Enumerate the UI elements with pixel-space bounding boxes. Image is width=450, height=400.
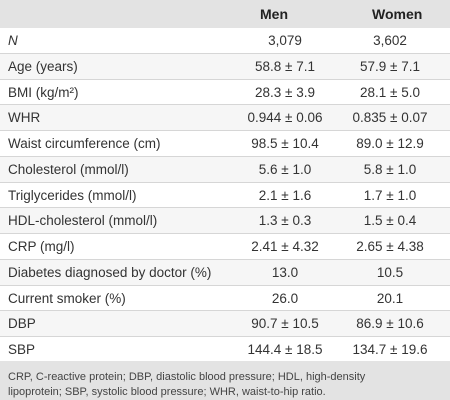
men-value: 0.944 ± 0.06	[247, 110, 323, 126]
men-value: 28.3 ± 3.9	[255, 84, 315, 100]
header-women: Women	[372, 6, 423, 22]
table-row: N 3,079 3,602	[0, 28, 450, 54]
women-value: 1.7 ± 1.0	[363, 187, 417, 203]
table-row: DBP 90.7 ± 10.5 86.9 ± 10.6	[0, 311, 450, 338]
table-row: Cholesterol (mmol/l) 5.6 ± 1.0 5.8 ± 1.0	[0, 156, 450, 183]
row-label: Age (years)	[8, 58, 78, 74]
men-value: 98.5 ± 10.4	[251, 136, 319, 152]
row-label: BMI (kg/m²)	[8, 84, 79, 100]
row-label: WHR	[8, 110, 41, 126]
women-value: 0.835 ± 0.07	[352, 110, 428, 126]
row-label: Diabetes diagnosed by doctor (%)	[8, 264, 212, 280]
table-footnote: CRP, C-reactive protein; DBP, diastolic …	[0, 361, 450, 400]
row-label: CRP (mg/l)	[8, 239, 75, 255]
row-label: Waist circumference (cm)	[8, 136, 161, 152]
table-row: HDL-cholesterol (mmol/l) 1.3 ± 0.3 1.5 ±…	[0, 208, 450, 235]
men-value: 26.0	[271, 290, 299, 306]
men-value: 3,079	[268, 33, 302, 48]
women-value: 1.5 ± 0.4	[363, 213, 417, 229]
men-value: 2.41 ± 4.32	[251, 239, 319, 255]
table-row: Waist circumference (cm) 98.5 ± 10.4 89.…	[0, 131, 450, 157]
women-value: 10.5	[376, 264, 404, 280]
table-body: N 3,079 3,602 Age (years) 58.8 ± 7.1 57.…	[0, 28, 450, 363]
women-value: 5.8 ± 1.0	[363, 161, 417, 177]
women-value: 3,602	[373, 33, 407, 48]
table-row: Diabetes diagnosed by doctor (%) 13.0 10…	[0, 259, 450, 286]
row-label: DBP	[8, 316, 36, 332]
table-row: SBP 144.4 ± 18.5 134.7 ± 19.6	[0, 337, 450, 363]
women-value: 2.65 ± 4.38	[356, 239, 424, 255]
women-value: 89.0 ± 12.9	[356, 136, 424, 152]
table-row: WHR 0.944 ± 0.06 0.835 ± 0.07	[0, 105, 450, 132]
footnote-line: CRP, C-reactive protein; DBP, diastolic …	[8, 371, 366, 383]
women-value: 134.7 ± 19.6	[352, 342, 428, 358]
men-value: 5.6 ± 1.0	[258, 161, 312, 177]
row-label: SBP	[8, 342, 36, 358]
women-value: 20.1	[376, 290, 404, 306]
table-row: Age (years) 58.8 ± 7.1 57.9 ± 7.1	[0, 53, 450, 80]
women-value: 86.9 ± 10.6	[356, 316, 424, 332]
table-row: BMI (kg/m²) 28.3 ± 3.9 28.1 ± 5.0	[0, 79, 450, 106]
men-value: 13.0	[271, 264, 299, 280]
row-label: Current smoker (%)	[8, 290, 126, 306]
women-value: 28.1 ± 5.0	[360, 84, 420, 100]
men-value: 144.4 ± 18.5	[247, 342, 323, 358]
row-label: HDL-cholesterol (mmol/l)	[8, 213, 158, 229]
row-label: Cholesterol (mmol/l)	[8, 161, 129, 177]
table-row: Triglycerides (mmol/l) 2.1 ± 1.6 1.7 ± 1…	[0, 182, 450, 209]
footnote-line: lipoprotein; SBP, systolic blood pressur…	[8, 386, 326, 398]
table-row: CRP (mg/l) 2.41 ± 4.32 2.65 ± 4.38	[0, 234, 450, 260]
table-row: Current smoker (%) 26.0 20.1	[0, 285, 450, 312]
men-value: 1.3 ± 0.3	[258, 213, 312, 229]
row-label: N	[8, 33, 18, 48]
men-value: 2.1 ± 1.6	[258, 187, 312, 203]
men-value: 90.7 ± 10.5	[251, 316, 319, 332]
women-value: 57.9 ± 7.1	[360, 58, 420, 74]
men-value: 58.8 ± 7.1	[255, 58, 315, 74]
row-label: Triglycerides (mmol/l)	[8, 187, 137, 203]
header-men: Men	[260, 6, 288, 22]
table-header: Men Women	[0, 0, 450, 28]
